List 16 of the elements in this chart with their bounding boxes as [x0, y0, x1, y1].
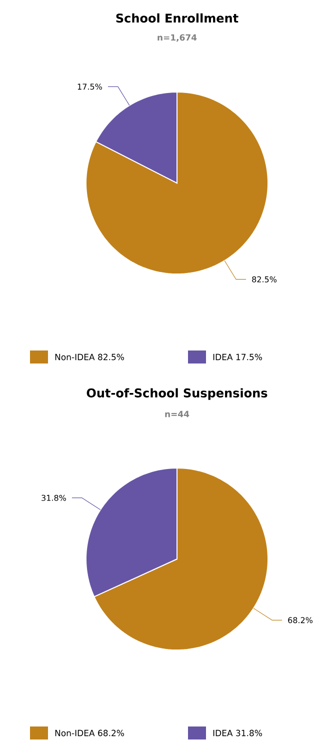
text: 82.5% [98, 354, 124, 360]
legend-label: Non-IDEA [55, 354, 95, 360]
data-label: 31.8% [42, 494, 66, 501]
legend-label: Non-IDEA [55, 730, 95, 736]
chart-title: Out-of-School Suspensions [86, 388, 268, 400]
chart-title: School Enrollment [116, 13, 238, 23]
text: 17.5% [236, 354, 262, 360]
legend-label: IDEA [213, 354, 233, 360]
text: 31.8% [236, 730, 262, 736]
text: 68.2% [98, 730, 124, 736]
data-label: 82.5% [252, 276, 277, 282]
chart-subtitle: n=1,674 [158, 34, 197, 42]
chart-subtitle: n=44 [165, 410, 190, 418]
data-label: 17.5% [78, 84, 102, 90]
legend-label: IDEA [213, 730, 233, 736]
data-label: 68.2% [288, 617, 313, 624]
